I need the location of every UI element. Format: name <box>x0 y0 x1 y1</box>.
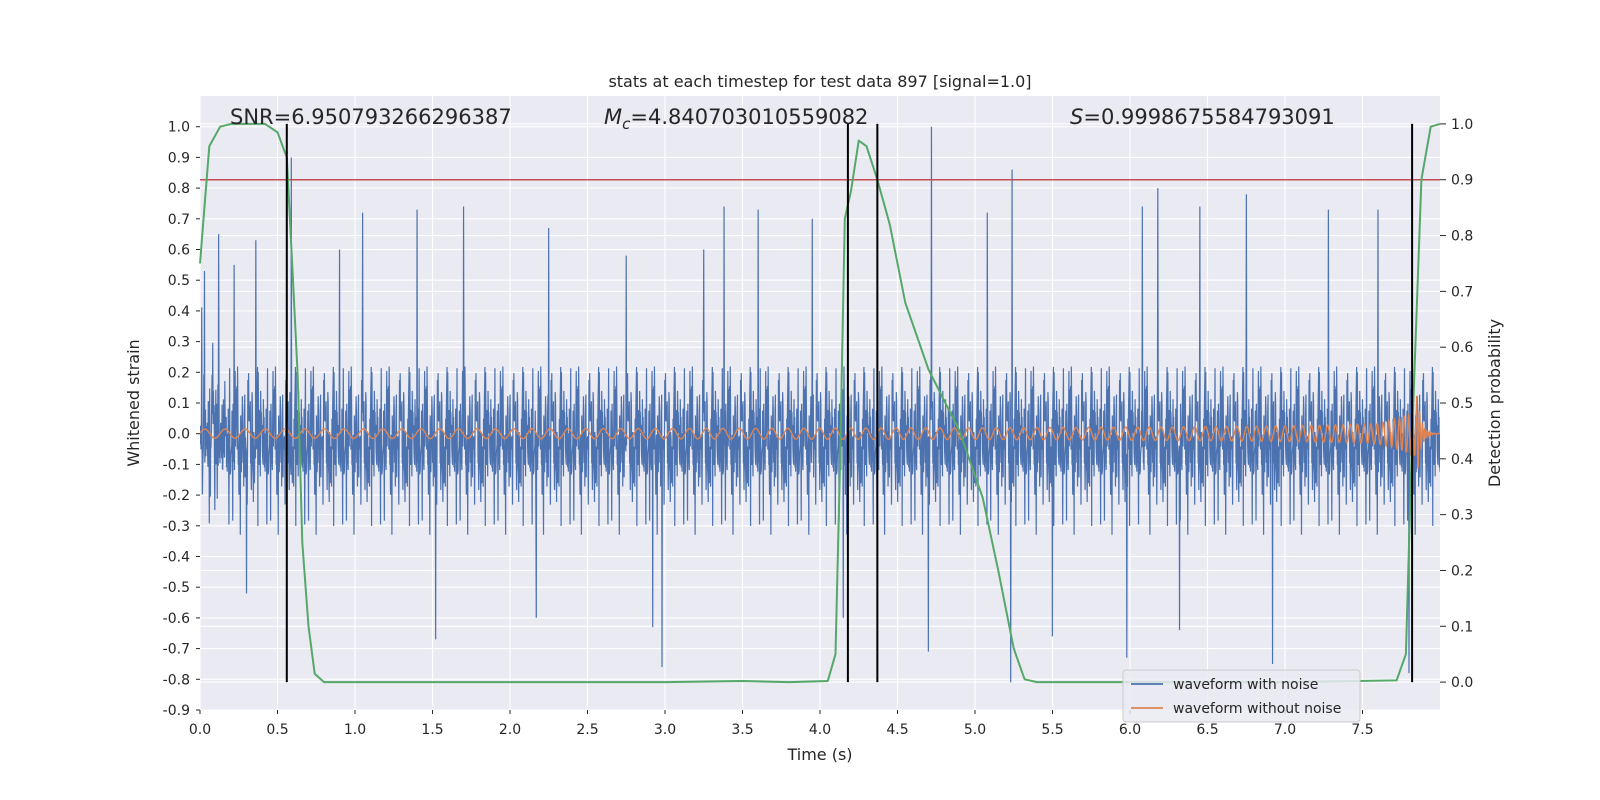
clean-waveform-layer <box>200 395 1440 469</box>
x-tick-label: 5.0 <box>964 722 986 738</box>
x-axis-label: Time (s) <box>786 745 852 764</box>
x-tick-label: 4.5 <box>886 722 908 738</box>
y-tick-label: 0.4 <box>168 304 190 320</box>
chirp-mass-annotation: Mc=4.840703010559082 <box>604 105 868 133</box>
y-tick-label: -0.3 <box>163 519 190 535</box>
y-tick-label: -0.2 <box>163 488 190 504</box>
x-tick-label: 2.5 <box>576 722 598 738</box>
x-tick-label: 2.0 <box>499 722 521 738</box>
y-tick-label: 0.9 <box>168 150 190 166</box>
y2-tick-label: 1.0 <box>1451 117 1473 133</box>
clean-waveform-line <box>200 395 1440 469</box>
y-tick-label: 0.5 <box>168 273 190 289</box>
y2-tick-label: 0.1 <box>1451 619 1473 635</box>
chirp-mass-value: =4.840703010559082 <box>630 105 868 129</box>
chirp-mass-symbol: M <box>604 105 622 129</box>
noisy-waveform-line <box>200 126 1440 683</box>
x-tick-label: 0.0 <box>189 722 211 738</box>
y-tick-label: 1.0 <box>168 120 190 136</box>
y-tick-label: -0.1 <box>163 457 190 473</box>
y2-tick-label: 0.7 <box>1451 284 1473 300</box>
y-tick-label: 0.1 <box>168 396 190 412</box>
y-tick-label: -0.4 <box>163 550 190 566</box>
stat-value: =0.9998675584793091 <box>1083 105 1334 129</box>
x-tick-label: 6.0 <box>1119 722 1141 738</box>
y2-tick-label: 0.6 <box>1451 340 1473 356</box>
x-tick-label: 1.0 <box>344 722 366 738</box>
y-tick-label: 0.2 <box>168 365 190 381</box>
y2-tick-label: 0.3 <box>1451 508 1473 524</box>
x-tick-label: 6.5 <box>1196 722 1218 738</box>
y-tick-label: -0.8 <box>163 672 190 688</box>
y2-tick-label: 0.0 <box>1451 675 1473 691</box>
x-tick-label: 5.5 <box>1041 722 1063 738</box>
y-tick-label: 0.8 <box>168 181 190 197</box>
y2-tick-label: 0.4 <box>1451 452 1473 468</box>
y-tick-label: 0.7 <box>168 212 190 228</box>
y2-axis-label: Detection probability <box>1485 319 1504 487</box>
legend-label-noisy: waveform with noise <box>1173 677 1318 693</box>
snr-annotation: SNR=6.950793266296387 <box>230 105 512 129</box>
y-tick-label: 0.6 <box>168 243 190 259</box>
x-tick-label: 1.5 <box>421 722 443 738</box>
y-tick-label: -0.7 <box>163 642 190 658</box>
stat-annotation: S=0.9998675584793091 <box>1070 105 1335 129</box>
y-tick-label: -0.9 <box>163 703 190 719</box>
noisy-waveform-layer <box>200 126 1440 683</box>
stat-symbol: S <box>1070 105 1083 129</box>
y2-tick-label: 0.5 <box>1451 396 1473 412</box>
x-tick-label: 7.0 <box>1274 722 1296 738</box>
x-tick-label: 7.5 <box>1351 722 1373 738</box>
y2-tick-label: 0.2 <box>1451 563 1473 579</box>
x-tick-label: 4.0 <box>809 722 831 738</box>
legend-label-clean: waveform without noise <box>1173 701 1341 717</box>
y2-tick-label: 0.9 <box>1451 173 1473 189</box>
y-tick-label: 0.0 <box>168 427 190 443</box>
y-tick-label: -0.5 <box>163 580 190 596</box>
chirp-mass-subscript: c <box>622 115 631 133</box>
legend: waveform with noise waveform without noi… <box>1122 669 1361 723</box>
detection-probability-line <box>199 122 1441 684</box>
x-tick-label: 3.0 <box>654 722 676 738</box>
overlay-layer <box>199 122 1441 684</box>
chart-title: stats at each timestep for test data 897… <box>608 72 1031 91</box>
tick-labels: 0.0 0.5 1.0 1.5 2.0 2.5 3.0 3.5 4.0 4.5 5.0 5.5 6.0 6… <box>163 117 1474 738</box>
x-tick-label: 0.5 <box>266 722 288 738</box>
y-tick-label: 0.3 <box>168 335 190 351</box>
legend-box <box>1122 669 1361 723</box>
y-tick-label: -0.6 <box>163 611 190 627</box>
y2-tick-label: 0.8 <box>1451 229 1473 245</box>
y-axis-label: Whitened strain <box>124 339 143 466</box>
x-tick-label: 3.5 <box>731 722 753 738</box>
